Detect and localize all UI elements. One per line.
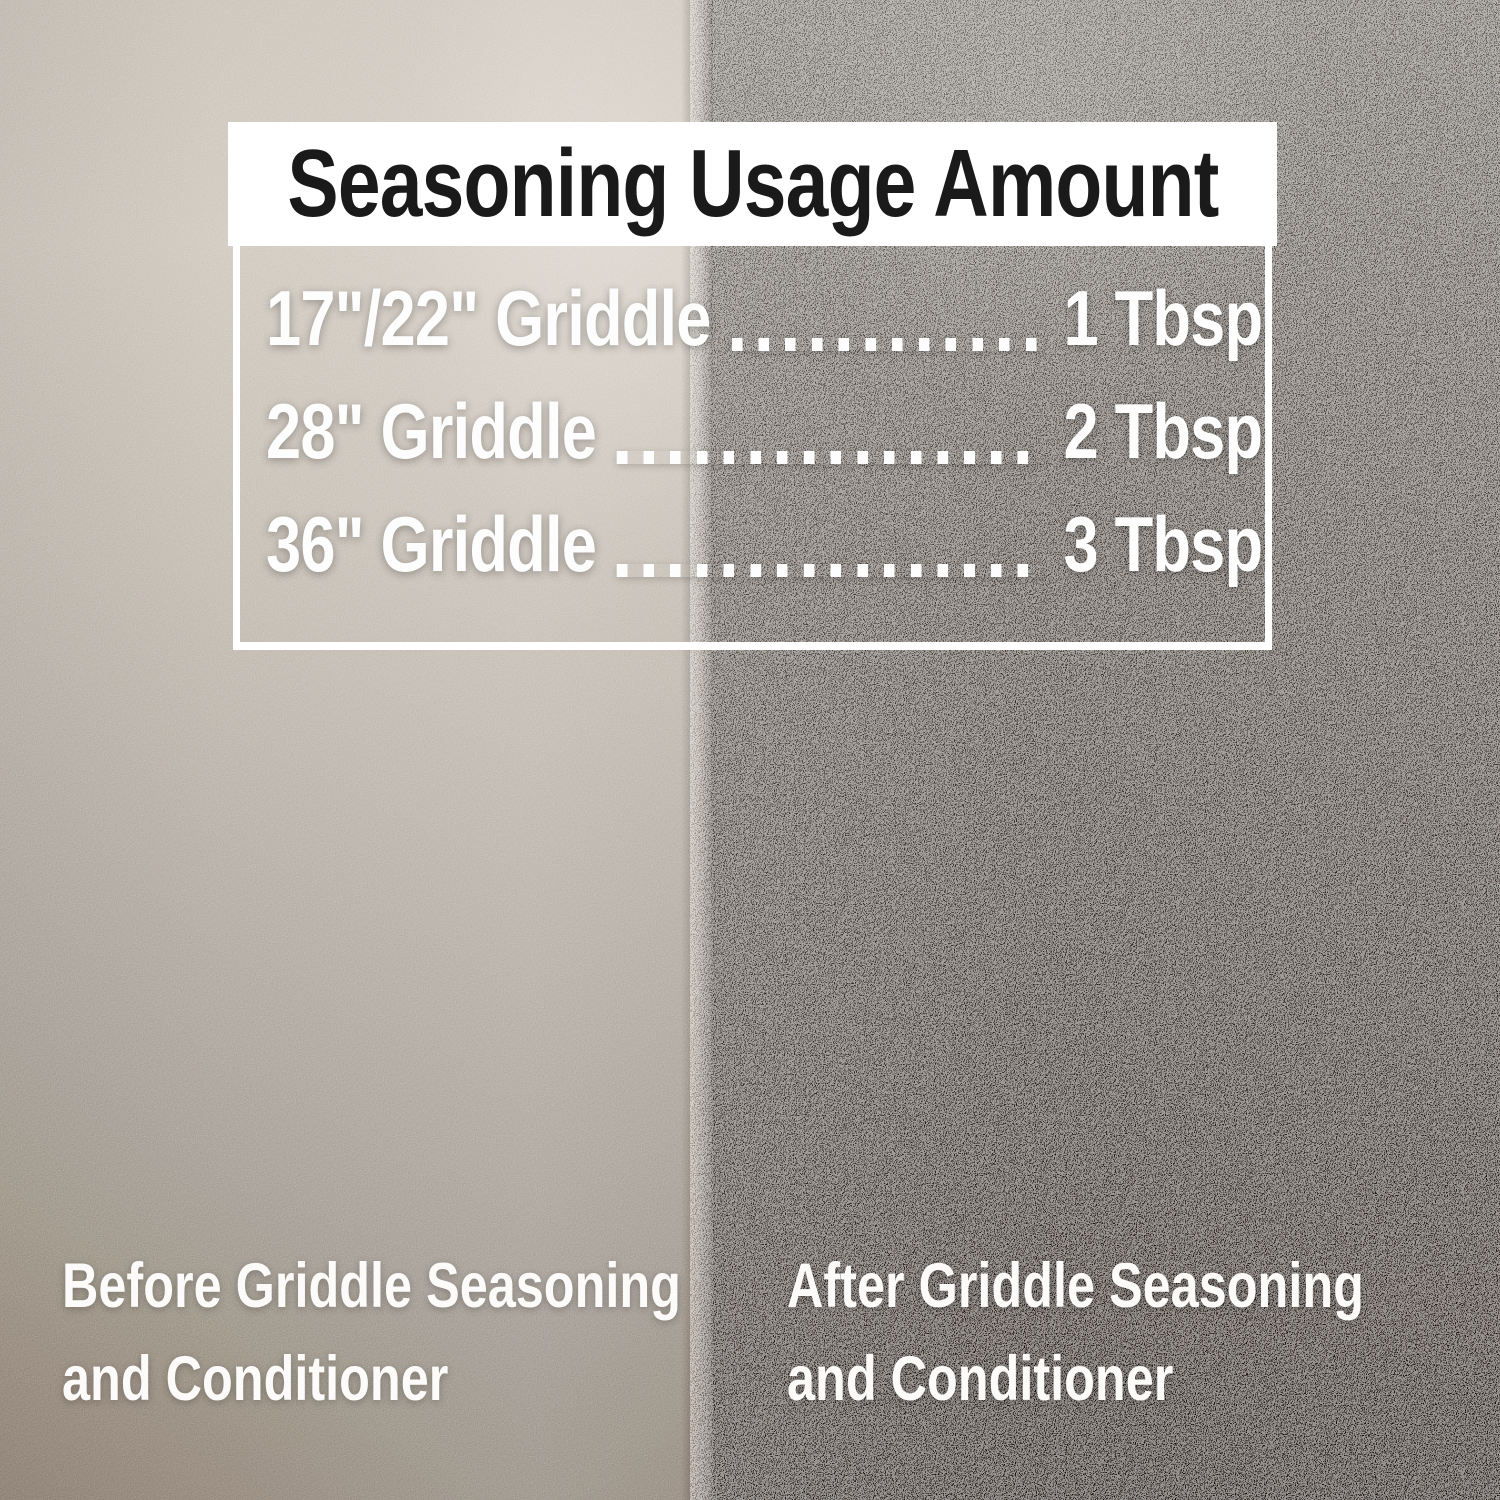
usage-row-value: 2 Tbsp — [1063, 387, 1264, 475]
panel-title: Seasoning Usage Amount — [286, 130, 1219, 237]
caption-after: After Griddle Seasoning and Conditioner — [787, 1240, 1364, 1425]
caption-after-line1: After Griddle Seasoning — [787, 1251, 1364, 1321]
dotted-leader — [617, 564, 1043, 577]
caption-before: Before Griddle Seasoning and Conditioner — [62, 1240, 681, 1425]
usage-row-label: 28" Griddle — [266, 387, 597, 475]
usage-row-36: 36" Griddle 3 Tbsp — [266, 488, 1264, 601]
usage-row-value: 1 Tbsp — [1063, 274, 1264, 362]
usage-row-value: 3 Tbsp — [1063, 500, 1264, 588]
usage-table: 17"/22" Griddle 1 Tbsp 28" Griddle 2 Tbs… — [233, 246, 1272, 650]
usage-panel-header: Seasoning Usage Amount — [228, 122, 1277, 246]
caption-after-line2: and Conditioner — [787, 1343, 1174, 1414]
dotted-leader — [731, 338, 1043, 351]
usage-row-28: 28" Griddle 2 Tbsp — [266, 375, 1264, 488]
caption-before-line1: Before Griddle Seasoning — [62, 1251, 681, 1321]
usage-row-label: 36" Griddle — [266, 500, 597, 588]
dotted-leader — [617, 451, 1043, 464]
caption-before-line2: and Conditioner — [62, 1343, 449, 1414]
usage-row-17-22: 17"/22" Griddle 1 Tbsp — [266, 262, 1264, 375]
usage-row-label: 17"/22" Griddle — [266, 274, 711, 362]
